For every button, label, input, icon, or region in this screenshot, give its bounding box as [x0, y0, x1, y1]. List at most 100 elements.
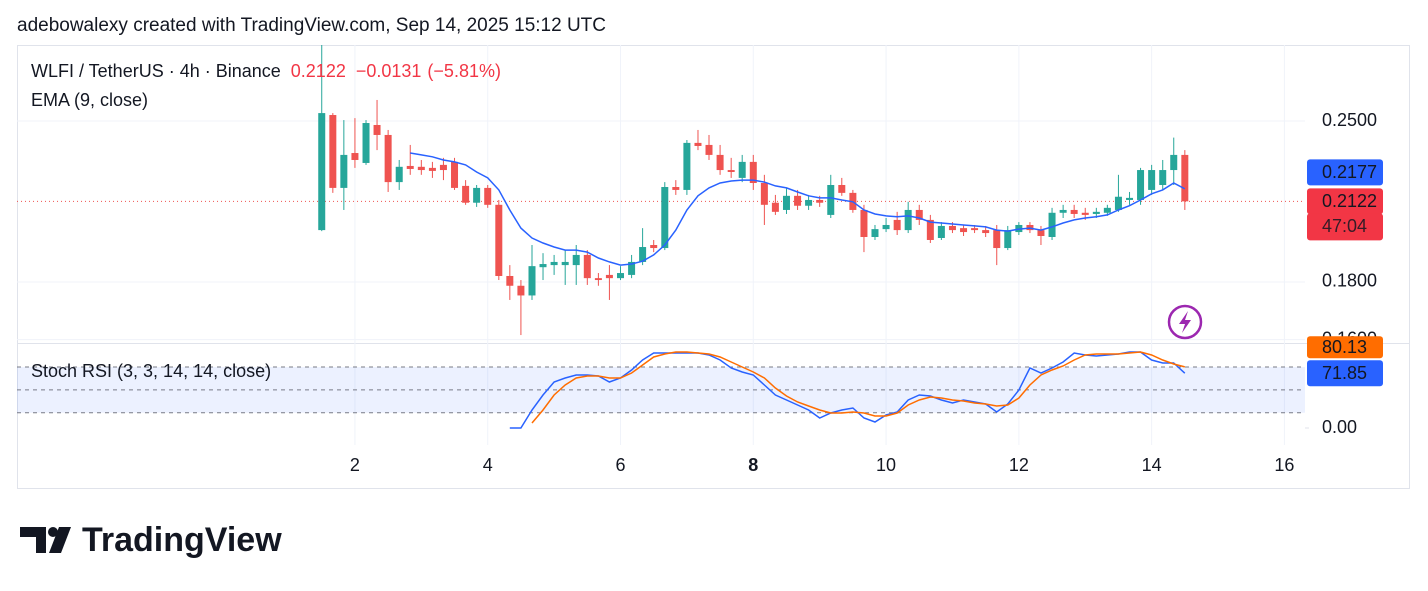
candle-body: [993, 230, 1001, 249]
logo-text: TradingView: [82, 521, 282, 559]
candle-body: [860, 209, 868, 237]
x-tick-label: 12: [1009, 455, 1029, 475]
logo-slash: [49, 527, 71, 553]
candle-body: [484, 187, 492, 205]
candle-body: [794, 195, 802, 206]
legend-symbol: WLFI / TetherUS · 4h · Binance 0.2122 −0.0…: [31, 61, 501, 81]
logo-mark: [20, 527, 46, 553]
y-tick-label: 0.2500: [1322, 110, 1377, 130]
last-price-tag: 0.2122: [1322, 191, 1377, 211]
percent-change: (−5.81%): [427, 61, 501, 81]
x-tick-label: 8: [748, 455, 758, 475]
candle-body: [893, 219, 901, 231]
candle-body: [771, 202, 779, 212]
countdown: 47:04: [1322, 216, 1367, 236]
candle-body: [650, 245, 658, 249]
logo: TradingView: [20, 521, 282, 559]
candle-body: [1170, 154, 1178, 171]
candle-body: [583, 254, 591, 279]
candle-body: [971, 228, 979, 231]
candle-body: [738, 161, 746, 178]
candle-body: [727, 170, 735, 173]
candle-body: [904, 209, 912, 231]
candle-body: [661, 187, 669, 249]
y-tick-label: 0.00: [1322, 417, 1357, 437]
candle-body: [528, 266, 536, 296]
candle-body: [428, 167, 436, 171]
candle-body: [871, 229, 879, 237]
candle-body: [561, 261, 569, 266]
candle-body: [506, 275, 514, 286]
candle-body: [406, 165, 414, 169]
candle-body: [329, 115, 337, 188]
logo-dot: [48, 527, 58, 537]
candle-body: [937, 225, 945, 238]
candle-body: [716, 154, 724, 171]
candle-body: [628, 261, 636, 275]
candle-body: [362, 123, 370, 163]
candle-body: [451, 161, 459, 188]
candle-body: [373, 124, 381, 135]
candle-body: [749, 161, 757, 183]
candle-body: [351, 153, 359, 160]
k-tag: 71.85: [1322, 363, 1367, 383]
candle-body: [882, 224, 890, 230]
candle-body: [1081, 212, 1089, 215]
countdown-box: [1307, 213, 1383, 241]
candle-body: [816, 199, 824, 203]
candle-body: [384, 134, 392, 183]
ema-tag: 0.2177: [1322, 162, 1377, 182]
alert-icon[interactable]: [1167, 304, 1203, 340]
candle-body: [550, 261, 558, 266]
candle-body: [617, 273, 625, 279]
candle-body: [982, 230, 990, 234]
candle-body: [495, 204, 503, 276]
candle-body: [417, 166, 425, 171]
candle-body: [517, 285, 525, 296]
candle-body: [1037, 230, 1045, 237]
symbol: WLFI / TetherUS · 4h · Binance: [31, 61, 281, 81]
candle-body: [926, 219, 934, 240]
x-tick-label: 14: [1142, 455, 1162, 475]
last-price-tag-box: [1307, 188, 1383, 215]
candle-body: [439, 164, 447, 171]
y-tick-label: 0.1800: [1322, 271, 1377, 291]
line-series: [410, 152, 1186, 266]
candle-body: [760, 182, 768, 205]
legend-ema: EMA (9, close): [31, 90, 148, 110]
candle-body: [594, 278, 602, 281]
x-tick-label: 16: [1274, 455, 1294, 475]
candle-body: [948, 225, 956, 231]
legend-stoch: Stoch RSI (3, 3, 14, 14, close): [31, 361, 271, 381]
candle-body: [827, 184, 835, 215]
k-tag-box: [1307, 360, 1383, 387]
candle-body: [1114, 196, 1122, 210]
last-price: 0.2122: [291, 61, 346, 81]
candle-body: [838, 184, 846, 193]
candle-body: [639, 247, 647, 262]
candle-body: [572, 254, 580, 266]
candle-body: [1092, 211, 1100, 214]
candle-body: [1103, 207, 1111, 213]
candle-body: [1159, 170, 1167, 185]
candle-body: [605, 274, 613, 279]
candle-body: [1048, 212, 1056, 237]
chart-frame: [17, 45, 1410, 489]
x-tick-label: 2: [350, 455, 360, 475]
candle-body: [694, 142, 702, 146]
candle-body: [395, 166, 403, 183]
d-tag-box: [1307, 336, 1383, 359]
header: adebowalexy created with TradingView.com…: [17, 15, 606, 36]
candle-body: [1059, 209, 1067, 213]
candle-body: [462, 185, 470, 203]
d-tag: 80.13: [1322, 337, 1367, 357]
candle-body: [782, 195, 790, 210]
price-change: −0.0131: [356, 61, 422, 81]
alert-bolt[interactable]: [1179, 311, 1191, 333]
candle-body: [318, 113, 326, 231]
candle-body: [1070, 209, 1078, 214]
ema-tag-box: [1307, 159, 1383, 186]
x-tick-label: 10: [876, 455, 896, 475]
